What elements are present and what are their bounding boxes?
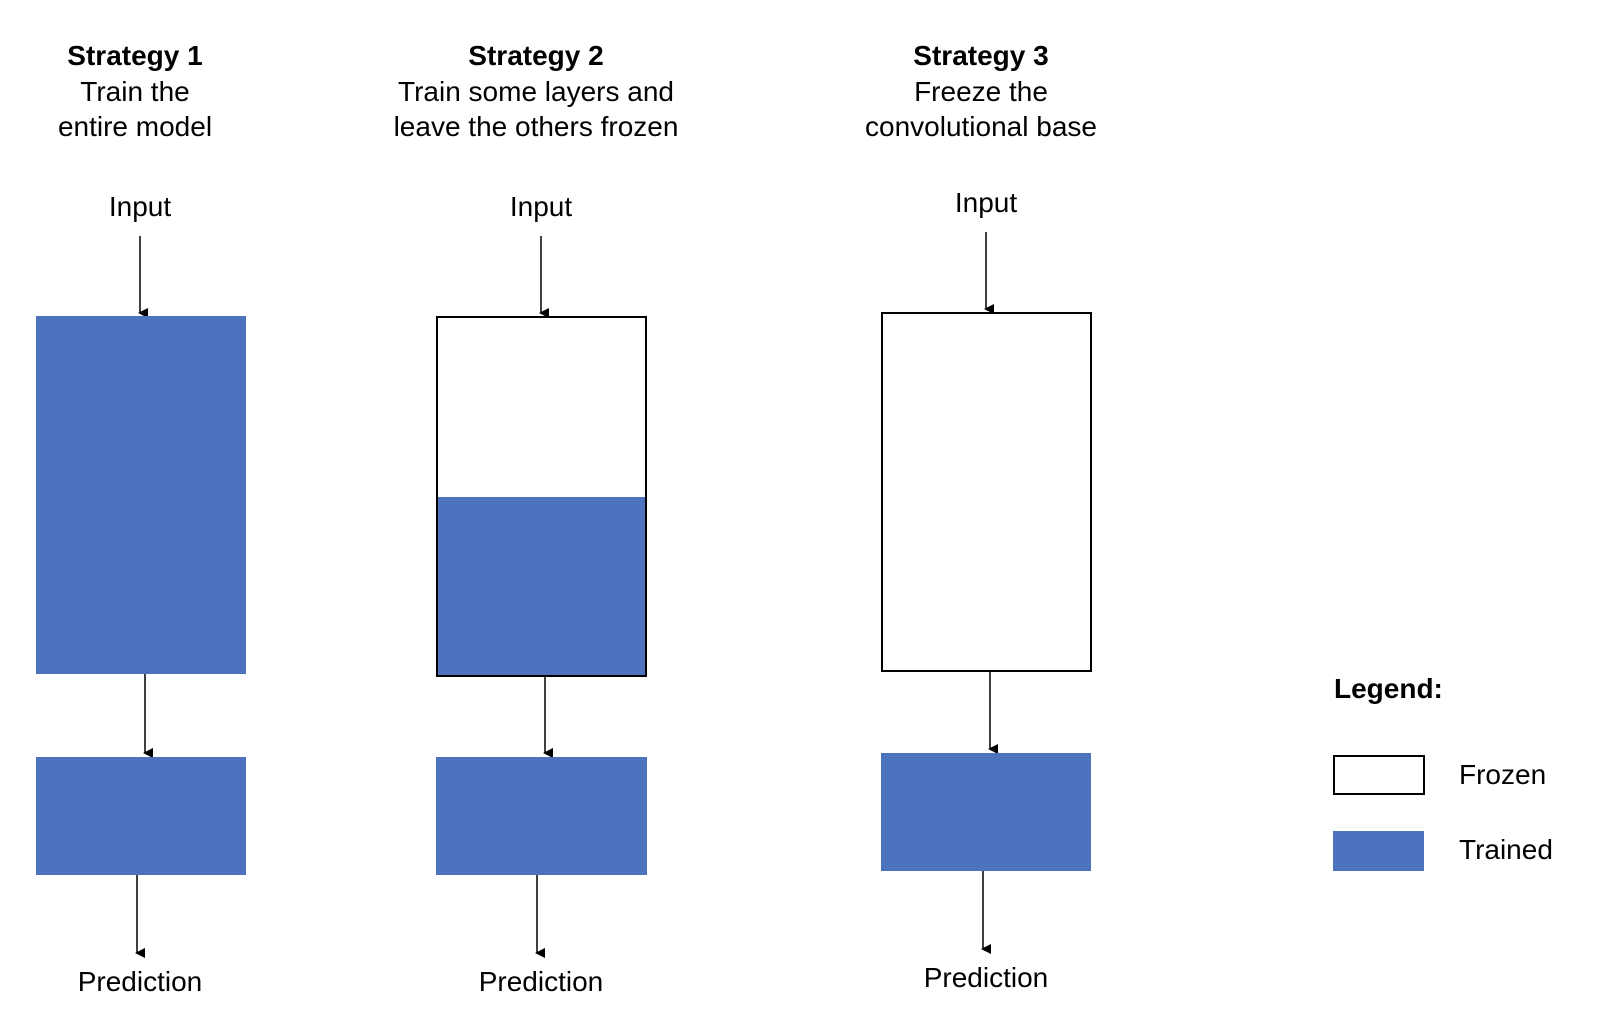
strategy-1-output-label: Prediction <box>77 966 203 997</box>
strategy-3-subtitle-line1: Freeze the <box>914 76 1048 107</box>
strategy-2-subtitle-line1: Train some layers and <box>398 76 674 107</box>
strategy-3-input-label: Input <box>954 187 1018 218</box>
strategy-2-subtitle-line2: leave the others frozen <box>393 111 679 142</box>
legend-trained-label: Trained <box>1459 834 1553 865</box>
strategy-2-trained-layers <box>436 497 647 677</box>
strategy-3-subtitle-line2: convolutional base <box>865 111 1097 142</box>
strategy-2-frozen-layers <box>436 316 647 497</box>
strategy-3-conv-base-frozen <box>881 312 1092 672</box>
legend-title: Legend: <box>1334 673 1443 704</box>
strategy-2-input-label: Input <box>509 191 573 222</box>
strategy-3-output-label: Prediction <box>923 962 1049 993</box>
strategy-2-classifier-trained <box>436 757 647 875</box>
strategy-1-classifier-trained <box>36 757 246 875</box>
legend-frozen-swatch <box>1333 755 1425 795</box>
strategy-3-classifier-trained <box>881 753 1091 871</box>
strategy-1-subtitle-line2: entire model <box>57 111 213 142</box>
strategy-2-title: Strategy 2 <box>468 40 604 71</box>
strategy-3-title: Strategy 3 <box>913 40 1049 71</box>
strategy-1-input-label: Input <box>108 191 172 222</box>
strategy-1-conv-base-trained <box>36 316 246 674</box>
strategy-2-output-label: Prediction <box>478 966 604 997</box>
legend-frozen-label: Frozen <box>1459 759 1547 790</box>
strategy-1-title: Strategy 1 <box>67 40 203 71</box>
strategy-1-subtitle-line1: Train the <box>80 76 190 107</box>
legend-trained-swatch <box>1333 831 1424 871</box>
